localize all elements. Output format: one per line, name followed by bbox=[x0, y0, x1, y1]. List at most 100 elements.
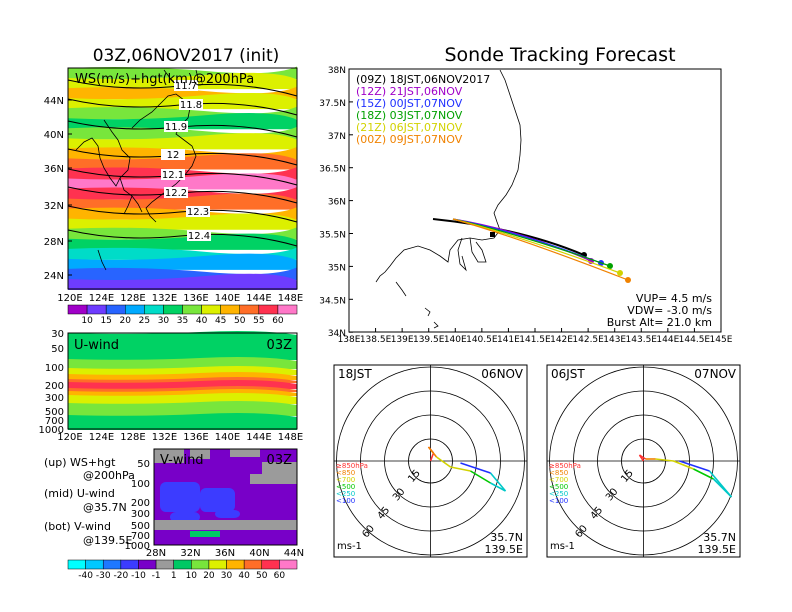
ws-colorbar-swatch bbox=[105, 304, 126, 315]
u-lon-label: 120E bbox=[57, 432, 82, 443]
u-panel-label: U-wind bbox=[74, 338, 119, 353]
v-colorbar-label: 30 bbox=[221, 571, 233, 581]
u-lon-label: 136E bbox=[183, 432, 208, 443]
track-lat-label: 37.5N bbox=[319, 99, 346, 109]
ws-lat-label: 44N bbox=[44, 96, 64, 107]
v-lat-label: 36N bbox=[215, 548, 235, 559]
ws-colorbar-label: 30 bbox=[158, 316, 170, 326]
track-legend-entry: (00Z) 09JST,07NOV bbox=[356, 133, 463, 146]
v-colorbar-label: -1 bbox=[152, 571, 161, 581]
ws-lon-label: 136E bbox=[183, 293, 208, 304]
v-panel-label: V-wind bbox=[160, 453, 204, 468]
v-band bbox=[170, 512, 200, 522]
v-pressure-label: 200 bbox=[131, 498, 150, 509]
contour-label-box bbox=[161, 149, 185, 160]
v-colorbar-swatch bbox=[155, 559, 174, 570]
pressure-legend-entry: <700 bbox=[549, 476, 568, 484]
u-lon-label: 140E bbox=[215, 432, 240, 443]
u-lon-label: 124E bbox=[89, 432, 114, 443]
track-legend: (09Z) 18JST,06NOV2017(12Z) 21JST,06NOV(1… bbox=[356, 73, 490, 146]
ws-colorbar-swatch bbox=[144, 304, 164, 315]
sonde-track-endpoint bbox=[607, 263, 613, 269]
hodograph-trace-segment bbox=[679, 460, 710, 472]
contour-label-box bbox=[161, 169, 185, 180]
ws-lat-label: 28N bbox=[44, 237, 64, 248]
u-pressure-label: 1000 bbox=[39, 425, 64, 436]
track-lon-label: 141.5E bbox=[519, 335, 551, 345]
ws-colorbar-swatch bbox=[125, 304, 145, 315]
track-lon-label: 140.5E bbox=[466, 335, 498, 345]
ws-band bbox=[68, 153, 297, 170]
track-lon-label: 145E bbox=[710, 335, 733, 345]
track-lon-label: 138E bbox=[338, 335, 361, 345]
hodograph-time: 06JST bbox=[551, 367, 585, 381]
hodograph-trace-segment bbox=[673, 460, 694, 470]
ws-lon-ticks: 120E 124E 128E 132E 136E 140E 144E 148E bbox=[57, 293, 303, 304]
pressure-legend-entry: <700 bbox=[336, 476, 355, 484]
ws-colorbar-swatch bbox=[86, 304, 107, 315]
ws-band bbox=[68, 253, 297, 270]
sonde-track-endpoint bbox=[625, 277, 631, 283]
track-map: 38N 37.5N 37N 36.5N 36N 35.5N 35N 34.5N 34N 138E… bbox=[319, 66, 733, 345]
height-contours: 11.7 11.8 11.9 12 12.1 12.212.3 12.4 bbox=[67, 79, 298, 247]
panel-notes: (up) WS+hgt@200hPa (mid) U-wind@35.7N (bot… bbox=[44, 456, 135, 547]
v-colorbar-swatch bbox=[243, 559, 263, 570]
sonde-tracks bbox=[432, 218, 631, 283]
track-lon-label: 139.5E bbox=[413, 335, 445, 345]
u-band bbox=[68, 357, 297, 369]
v-colorbar-label: 40 bbox=[238, 571, 250, 581]
pressure-legend-entry: <850 bbox=[336, 469, 355, 477]
v-band bbox=[154, 449, 184, 463]
note-line: (up) WS+hgt bbox=[44, 456, 116, 469]
v-colorbar-swatch bbox=[138, 559, 157, 570]
ws-colorbar-label: 55 bbox=[253, 316, 264, 326]
v-band bbox=[190, 449, 210, 459]
ws-colorbar-label: 10 bbox=[81, 316, 93, 326]
note-line: @200hPa bbox=[83, 469, 135, 482]
hodograph-lon: 139.5E bbox=[698, 543, 736, 556]
ws-colorbar-label: 20 bbox=[120, 316, 132, 326]
v-lat-label: 32N bbox=[180, 548, 200, 559]
u-pressure-label: 100 bbox=[45, 363, 64, 374]
hodograph-date: 07NOV bbox=[694, 367, 736, 381]
ws-colorbar: 10 15 20 25 30 35 40 45 50 55 60 bbox=[67, 304, 298, 326]
ws-band bbox=[68, 173, 297, 190]
track-lon-label: 142E bbox=[550, 335, 573, 345]
ws-lat-label: 40N bbox=[44, 130, 64, 141]
hodograph-trace-segment bbox=[460, 462, 491, 474]
height-contour-line bbox=[67, 205, 298, 223]
track-lat-label: 36N bbox=[328, 198, 346, 208]
track-lat-label: 37N bbox=[328, 132, 346, 142]
note-line: @35.7N bbox=[83, 501, 127, 514]
ws-colorbar-swatch bbox=[201, 304, 221, 315]
v-colorbar-label: 20 bbox=[203, 571, 215, 581]
vup-readout: VUP= 4.5 m/s bbox=[636, 292, 712, 305]
hodograph-lon: 139.5E bbox=[485, 543, 523, 556]
v-colorbar-swatch bbox=[261, 559, 280, 570]
track-legend-entry: (09Z) 18JST,06NOV2017 bbox=[356, 73, 490, 86]
sonde-track-endpoint bbox=[617, 270, 623, 276]
ws-colorbar-label: 15 bbox=[100, 316, 111, 326]
hodograph-lat: 35.7N bbox=[490, 531, 523, 544]
launch-marker bbox=[490, 232, 495, 237]
u-pressure-label: 50 bbox=[51, 344, 64, 355]
track-lon-label: 138.5E bbox=[360, 335, 392, 345]
ws-colorbar-swatch bbox=[67, 304, 88, 315]
ws-lon-label: 120E bbox=[57, 293, 82, 304]
u-band bbox=[68, 401, 297, 416]
u-lon-label: 148E bbox=[278, 432, 303, 443]
contour-label-box bbox=[174, 80, 198, 91]
v-lat-label: 44N bbox=[284, 548, 304, 559]
ws-panel-label: WS(m/s)+hgt(km)@200hPa bbox=[75, 72, 254, 87]
pressure-legend-entry: <100 bbox=[549, 497, 568, 505]
contour-label-box bbox=[179, 99, 203, 110]
sonde-track-line bbox=[452, 218, 629, 281]
ws-lat-label: 24N bbox=[44, 271, 64, 282]
hodograph-trace-segment bbox=[655, 458, 674, 462]
ws-band bbox=[68, 273, 297, 290]
ws-colorbar-swatch bbox=[163, 304, 183, 315]
contour-label: 12.4 bbox=[188, 231, 210, 242]
v-band bbox=[154, 530, 297, 545]
